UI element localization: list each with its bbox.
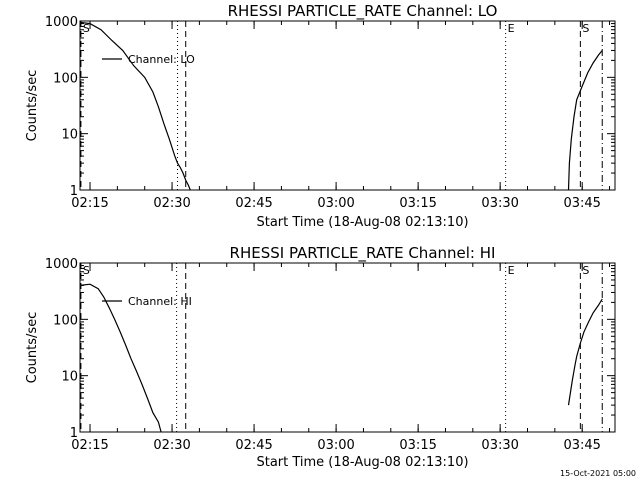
chart-title: RHESSI PARTICLE_RATE Channel: HI (230, 244, 496, 263)
marker-label: S (83, 22, 90, 35)
x-tick-label: 02:15 (71, 438, 108, 453)
y-tick-label: 100 (53, 71, 78, 86)
x-tick-label: 02:45 (235, 196, 272, 211)
series-line-segment-0 (567, 50, 603, 190)
x-tick-label: 02:30 (153, 438, 190, 453)
series-line-segment-0 (567, 298, 603, 406)
panel-0: RHESSI PARTICLE_RATE Channel: LO 02:15 02:… (25, 2, 616, 230)
y-tick-label: 1 (70, 184, 78, 199)
marker-label: E (508, 22, 515, 35)
x-tick-label: 03:45 (563, 438, 600, 453)
footer-timestamp: 15-Oct-2021 05:00 (560, 469, 636, 478)
x-tick-label: 03:30 (481, 438, 518, 453)
x-tick-label: 03:15 (399, 438, 436, 453)
x-tick-label: 03:45 (563, 196, 600, 211)
plot-frame (79, 262, 616, 433)
series-line-0 (80, 21, 191, 190)
x-tick-label: 03:30 (481, 196, 518, 211)
legend-label: Channel: LO (128, 53, 195, 66)
x-axis-label: Start Time (18-Aug-08 02:13:10) (256, 215, 468, 230)
x-tick-label: 03:15 (399, 196, 436, 211)
y-axis-label: Counts/sec (25, 312, 40, 384)
plot-frame (79, 20, 616, 191)
marker-label: E (508, 264, 515, 277)
x-tick-label: 02:30 (153, 196, 190, 211)
y-tick-label: 1000 (45, 257, 78, 272)
x-axis-label: Start Time (18-Aug-08 02:13:10) (256, 455, 468, 470)
series-line-0 (80, 283, 162, 432)
x-tick-label: 03:00 (317, 196, 354, 211)
y-tick-label: 10 (61, 370, 78, 385)
x-tick-label: 03:00 (317, 438, 354, 453)
y-tick-label: 10 (61, 128, 78, 143)
y-tick-label: 1000 (45, 15, 78, 30)
y-tick-label: 100 (53, 313, 78, 328)
marker-label: S (582, 264, 589, 277)
panel-1: RHESSI PARTICLE_RATE Channel: HI 02:15 02:… (25, 244, 616, 470)
legend-label: Channel: HI (128, 295, 192, 308)
x-tick-label: 02:45 (235, 438, 272, 453)
y-axis-label: Counts/sec (25, 70, 40, 142)
chart-title: RHESSI PARTICLE_RATE Channel: LO (228, 2, 498, 21)
x-tick-label: 02:15 (71, 196, 108, 211)
y-tick-label: 1 (70, 426, 78, 441)
marker-label: S (582, 22, 589, 35)
marker-label: S (83, 264, 90, 277)
